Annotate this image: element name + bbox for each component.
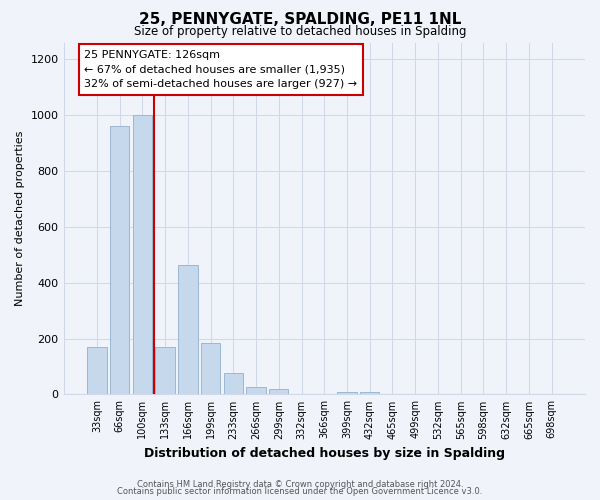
Text: 25, PENNYGATE, SPALDING, PE11 1NL: 25, PENNYGATE, SPALDING, PE11 1NL [139,12,461,28]
Text: Contains public sector information licensed under the Open Government Licence v3: Contains public sector information licen… [118,488,482,496]
X-axis label: Distribution of detached houses by size in Spalding: Distribution of detached houses by size … [144,447,505,460]
Text: 25 PENNYGATE: 126sqm
← 67% of detached houses are smaller (1,935)
32% of semi-de: 25 PENNYGATE: 126sqm ← 67% of detached h… [85,50,358,89]
Y-axis label: Number of detached properties: Number of detached properties [15,131,25,306]
Bar [178,264,197,394]
Bar [133,115,152,394]
Bar [247,388,266,394]
Text: Contains HM Land Registry data © Crown copyright and database right 2024.: Contains HM Land Registry data © Crown c… [137,480,463,489]
Bar [201,343,220,394]
Bar [110,126,130,394]
Bar [269,389,289,394]
Bar [337,392,356,394]
Text: Size of property relative to detached houses in Spalding: Size of property relative to detached ho… [134,25,466,38]
Bar [87,347,107,395]
Bar [224,374,243,394]
Bar [360,392,379,394]
Bar [155,347,175,395]
